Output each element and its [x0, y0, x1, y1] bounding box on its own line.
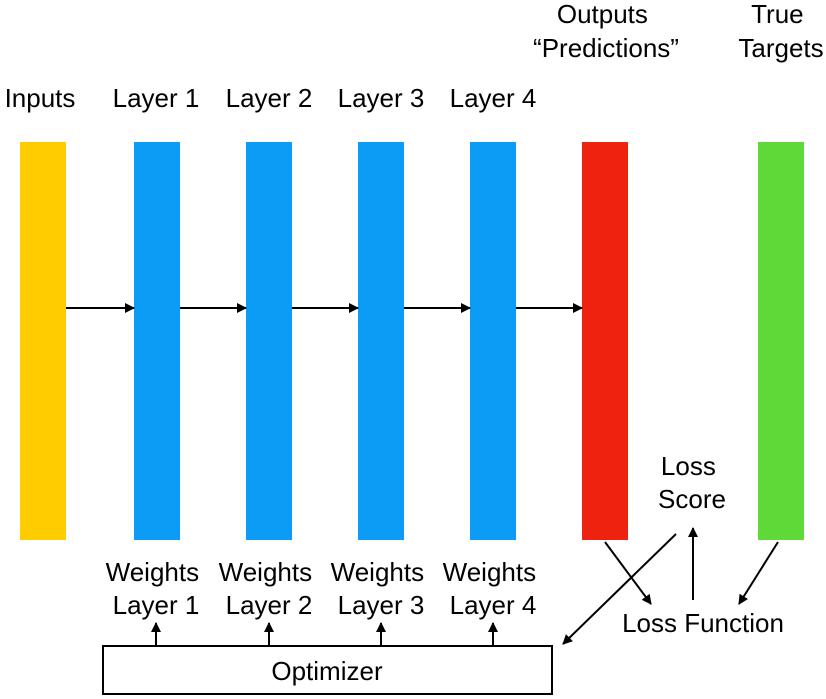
- weights-layer3-label: Weights Layer 3: [331, 557, 432, 620]
- layer4-label: Layer 4: [450, 83, 537, 113]
- targets-bar: [758, 142, 804, 540]
- layer2-bar: [246, 142, 292, 540]
- loss-score-label: Loss Score: [658, 451, 726, 514]
- layer2-label: Layer 2: [226, 83, 313, 113]
- layer4-bar: [470, 142, 516, 540]
- outputs-label: Outputs “Predictions”: [533, 0, 679, 63]
- arrow-outputs-to-loss-function: [604, 541, 652, 605]
- arrow-targets-to-loss-function: [738, 541, 779, 605]
- weights-layer4-label: Weights Layer 4: [443, 557, 544, 620]
- layer3-bar: [358, 142, 404, 540]
- arrow-loss-score-to-optimizer: [562, 533, 677, 645]
- inputs-label: Inputs: [5, 83, 76, 113]
- inputs-bar: [20, 142, 66, 540]
- layer3-label: Layer 3: [338, 83, 425, 113]
- optimizer-box: [102, 645, 553, 695]
- weights-layer1-label: Weights Layer 1: [106, 557, 207, 620]
- layer1-bar: [134, 142, 180, 540]
- weights-layer2-label: Weights Layer 2: [219, 557, 320, 620]
- targets-label: True Targets: [738, 0, 823, 63]
- optimizer-label: Optimizer: [271, 656, 383, 686]
- layer1-label: Layer 1: [113, 83, 200, 113]
- loss-function-label: Loss Function: [622, 608, 784, 638]
- outputs-bar: [582, 142, 628, 540]
